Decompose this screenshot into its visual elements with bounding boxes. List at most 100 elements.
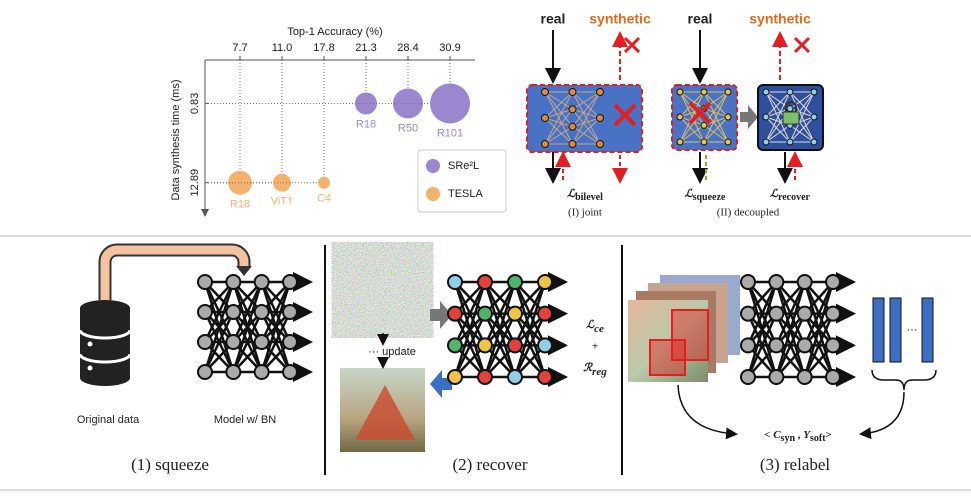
edge: [203, 311, 235, 373]
node: [568, 140, 577, 148]
edge: [775, 313, 806, 378]
edge: [789, 91, 815, 110]
caption: (II) decoupled: [717, 207, 780, 219]
node: [596, 88, 604, 96]
edge: [572, 108, 601, 119]
legend-marker: [426, 187, 440, 201]
node: [477, 274, 493, 290]
legend-label: SRe²L: [448, 160, 479, 172]
edge: [260, 281, 292, 373]
edge: [572, 91, 601, 127]
legend-label: TESLA: [448, 188, 484, 200]
output-bar: [921, 297, 934, 363]
edge: [544, 126, 573, 145]
edge: [572, 126, 601, 145]
edge: [775, 281, 806, 346]
node: [786, 138, 794, 146]
bubble: [355, 92, 377, 115]
node: [700, 121, 708, 129]
arrowhead: [236, 266, 252, 276]
edge: [703, 91, 729, 143]
caption: (I) joint: [568, 207, 602, 219]
ellipsis: ···: [907, 324, 918, 336]
edge: [483, 281, 517, 378]
node: [762, 113, 770, 121]
loss-label: ℒbilevel: [567, 188, 603, 204]
node: [796, 369, 813, 385]
caption: (1) squeeze: [131, 455, 209, 474]
arrow: [430, 370, 452, 398]
node: [568, 105, 577, 114]
edge: [789, 91, 815, 143]
arrow: [430, 301, 452, 329]
node: [596, 140, 604, 148]
node: [507, 337, 523, 354]
edge: [803, 281, 835, 346]
relabel-panel: ··· < Csyn , Ysoft> (3) relabel: [628, 272, 937, 474]
legend-marker: [426, 159, 440, 173]
node: [537, 337, 553, 354]
node: [477, 337, 493, 354]
edge: [203, 281, 235, 373]
edge: [775, 281, 806, 378]
node: [596, 114, 604, 122]
edge: [679, 108, 705, 118]
y-tick-label: 0.83: [189, 93, 201, 114]
node: [225, 334, 242, 350]
node: [740, 274, 756, 290]
output-label: < Csyn , Ysoft>: [764, 429, 832, 445]
lock-icon: [785, 101, 797, 112]
edge: [703, 116, 729, 143]
node: [447, 305, 463, 322]
edge: [232, 281, 263, 343]
bubble: [273, 173, 291, 192]
output-bar: [872, 297, 885, 363]
edge: [572, 91, 601, 119]
node: [537, 369, 553, 385]
y-tick-label: 12.89: [189, 169, 201, 197]
node: [541, 140, 549, 148]
edge: [513, 313, 547, 378]
x-tick-label: 17.8: [313, 42, 334, 54]
edge: [765, 124, 791, 143]
node: [507, 305, 523, 322]
label: synthetic: [589, 11, 651, 27]
node: [700, 88, 708, 96]
bubble: [430, 83, 470, 124]
joint-box: [526, 84, 643, 153]
edge: [803, 281, 835, 378]
edge: [679, 116, 705, 143]
node: [786, 105, 794, 113]
edge: [513, 281, 547, 378]
edge: [789, 116, 815, 143]
loss-label: ℒsqueeze: [685, 188, 726, 204]
node: [740, 369, 756, 385]
node: [447, 369, 463, 385]
node: [197, 274, 213, 290]
node: [825, 337, 841, 354]
node: [282, 274, 298, 290]
network: [541, 88, 604, 148]
network: [740, 272, 856, 387]
edge: [453, 281, 487, 378]
wrench-icon: [613, 103, 637, 127]
node: [253, 274, 270, 290]
label: synthetic: [749, 11, 811, 27]
edge: [544, 91, 573, 127]
node: [762, 88, 770, 96]
node: [507, 274, 523, 290]
node: [825, 274, 841, 290]
wrench-icon: [793, 36, 811, 54]
node: [225, 274, 242, 290]
point-label: R18: [356, 118, 376, 130]
node: [676, 88, 684, 96]
node: [724, 113, 732, 121]
node: [810, 88, 818, 96]
crop-box: [671, 309, 709, 361]
node: [796, 274, 813, 290]
node: [700, 138, 708, 146]
point-label: R50: [398, 122, 418, 134]
node: [724, 138, 732, 146]
arrow: [677, 384, 738, 440]
node: [796, 337, 813, 354]
